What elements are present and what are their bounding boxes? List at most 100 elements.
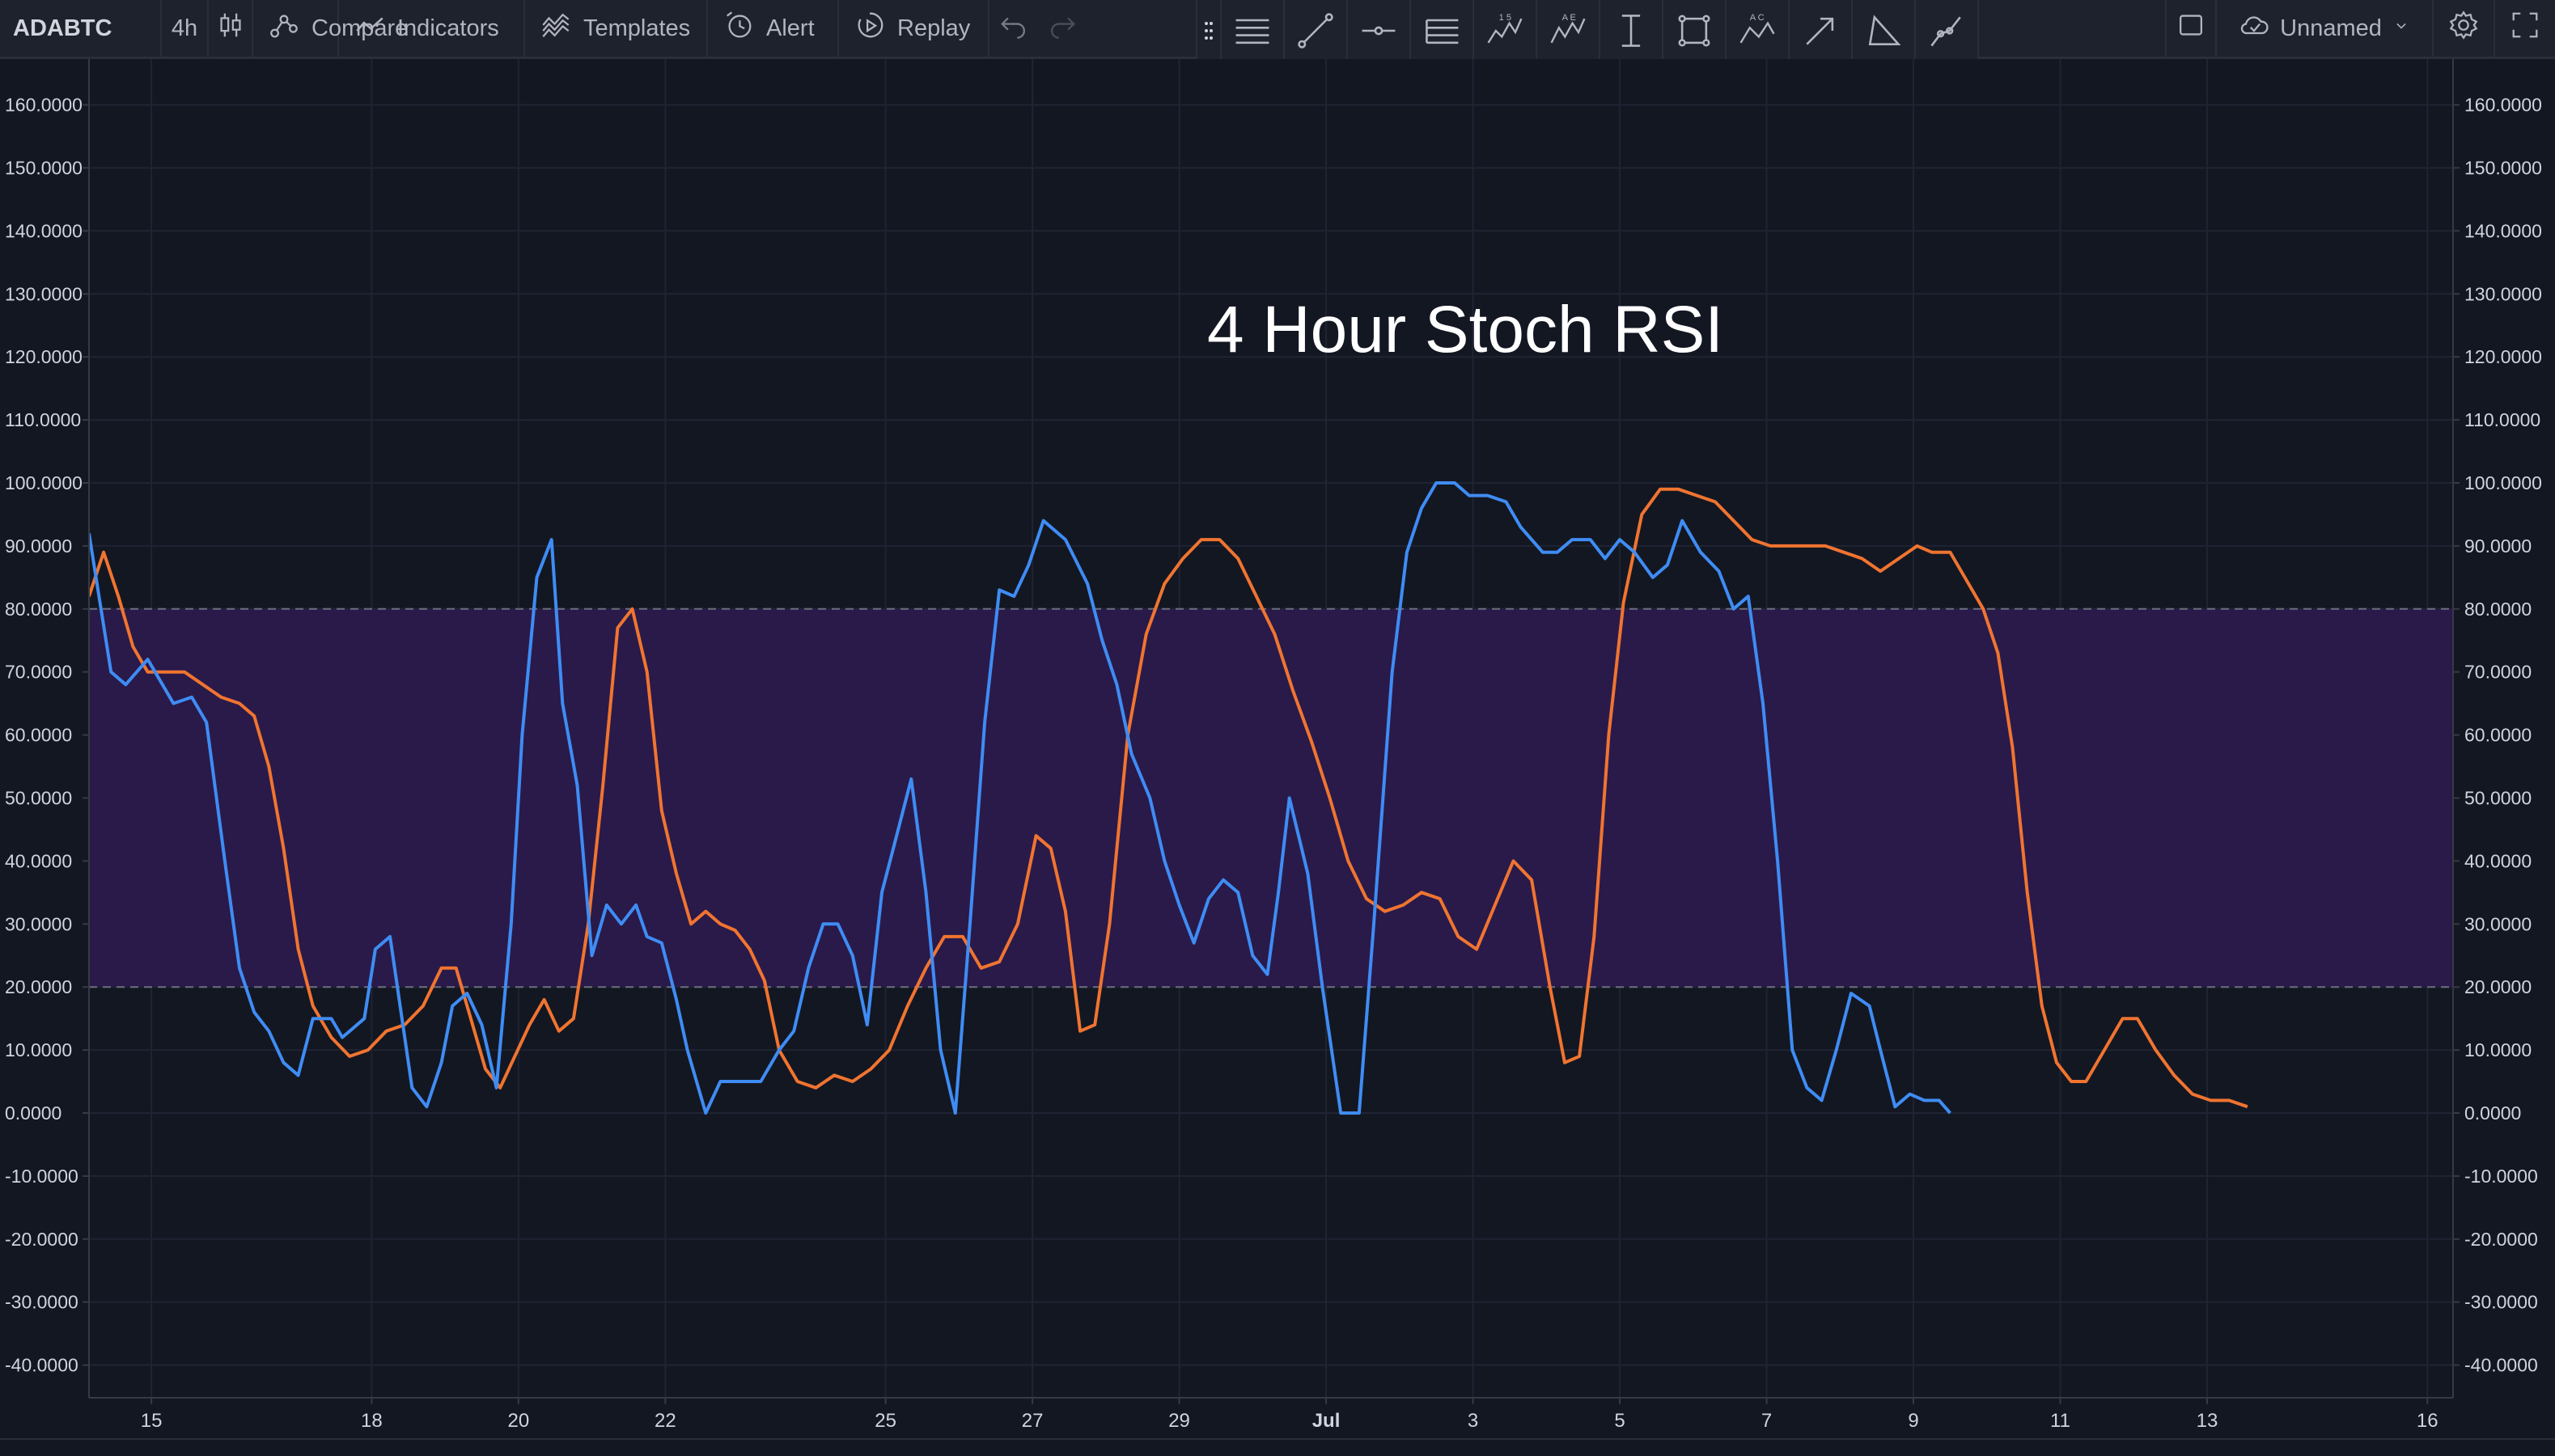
y-tick-label: 110.0000 [2464,409,2540,430]
y-tick-label: 80.0000 [5,599,72,620]
y-tick-label: 20.0000 [5,976,72,997]
templates-button[interactable]: Templates [525,0,708,57]
symbol-label: ADABTC [13,15,112,41]
stoch-rsi-chart[interactable]: 160.0000150.0000140.0000130.0000120.0000… [0,59,2555,1438]
horizontal-lines-tool-icon[interactable] [1220,0,1283,61]
y-tick-label: 100.0000 [5,472,83,493]
y-tick-label: -20.0000 [5,1229,78,1250]
y-tick-label: 50.0000 [5,788,72,809]
redo-button[interactable] [1038,0,1087,57]
indicators-label: Indicators [397,15,499,41]
svg-text:A E: A E [1562,13,1576,23]
abcde-pattern-tool-icon[interactable]: A E [1536,0,1599,61]
y-tick-label: 60.0000 [2464,725,2532,746]
candlestick-icon [214,9,247,48]
chart-annotation-text[interactable]: 4 Hour Stoch RSI [1207,293,1723,366]
y-tick-label: 130.0000 [5,283,83,304]
y-tick-label: 0.0000 [5,1103,61,1124]
fullscreen-button[interactable] [2494,0,2555,57]
y-tick-label: 40.0000 [5,850,72,871]
y-tick-label: 90.0000 [2464,535,2532,557]
layout-save-button[interactable]: Unnamed [2215,0,2432,57]
trend-line-tool-icon[interactable] [1283,0,1346,61]
replay-button[interactable]: Replay [839,0,989,57]
left-price-axis[interactable]: 160.0000 150.0000 140.0000 130.0000 120.0000… [5,95,89,1376]
time-axis[interactable]: 15 18 20 22 25 27 29 Jul 3 5 7 9 11 13 16 [141,1398,2438,1432]
y-tick-label: 40.0000 [2464,850,2532,871]
layout-toggle-button[interactable] [2165,0,2215,57]
y-tick-label: -40.0000 [2464,1355,2538,1376]
interval-selector[interactable]: 4h [162,0,209,57]
x-tick-label: 20 [508,1410,530,1432]
x-tick-label: 15 [141,1410,163,1432]
x-tick-label: Jul [1312,1410,1341,1432]
cloud-check-icon [2238,9,2270,48]
square-icon [2175,9,2207,48]
y-tick-label: 70.0000 [5,662,72,683]
svg-text:A C: A C [1750,13,1765,23]
path-tool-icon[interactable] [1914,0,1977,61]
arrow-tool-icon[interactable] [1788,0,1851,61]
compare-icon [268,9,300,48]
chart-type-button[interactable] [209,0,253,57]
gear-icon [2447,9,2480,48]
compare-button[interactable]: Compare [253,0,408,57]
y-tick-label: 90.0000 [5,535,72,557]
x-tick-label: 22 [655,1410,676,1432]
fullscreen-icon [2509,9,2541,48]
overbought-oversold-band [89,608,2453,988]
x-tick-label: 29 [1168,1410,1190,1432]
series-layer [89,481,2248,1115]
x-tick-label: 18 [361,1410,383,1432]
elliott-wave-tool-icon[interactable]: 1 5 [1472,0,1536,61]
y-tick-label: 50.0000 [2464,788,2532,809]
settings-button[interactable] [2432,0,2494,57]
symbol-search[interactable]: ADABTC [0,0,162,57]
undo-button[interactable] [989,0,1038,57]
y-tick-label: 120.0000 [5,346,83,367]
templates-icon [540,9,572,48]
y-tick-label: 150.0000 [5,158,83,179]
y-tick-label: 30.0000 [5,913,72,934]
header-right-tools: Unnamed [2165,0,2555,57]
x-tick-label: 27 [1022,1410,1044,1432]
y-tick-label: 160.0000 [2464,95,2542,116]
indicators-button[interactable]: Indicators [339,0,525,57]
x-tick-label: 5 [1614,1410,1625,1432]
layout-name-label: Unnamed [2280,15,2382,41]
undo-icon [998,9,1030,48]
y-tick-label: 60.0000 [5,725,72,746]
y-tick-label: 70.0000 [2464,662,2532,683]
price-range-tool-icon[interactable] [1599,0,1662,61]
svg-text:1 5: 1 5 [1499,13,1511,23]
rectangle-tool-icon[interactable] [1662,0,1725,61]
y-tick-label: 120.0000 [2464,346,2542,367]
y-tick-label: 130.0000 [2464,283,2542,304]
x-tick-label: 7 [1761,1410,1772,1432]
alert-label: Alert [766,15,815,41]
y-tick-label: 80.0000 [2464,599,2532,620]
drag-handle-icon[interactable] [1197,20,1220,41]
alert-button[interactable]: Alert [708,0,839,57]
y-tick-label: -10.0000 [5,1166,78,1187]
x-tick-label: 13 [2197,1410,2218,1432]
y-tick-label: -20.0000 [2464,1229,2538,1250]
pitchfork-tool-icon[interactable] [1409,0,1472,61]
y-tick-label: -30.0000 [5,1292,78,1313]
y-tick-label: 140.0000 [2464,220,2542,241]
y-tick-label: 20.0000 [2464,976,2532,997]
y-tick-label: 10.0000 [2464,1039,2532,1060]
y-tick-label: 140.0000 [5,220,83,241]
stoch-k-line [89,481,1951,1115]
bottom-toolbar [0,1438,2555,1456]
triangle-tool-icon[interactable] [1851,0,1914,61]
horizontal-ray-tool-icon[interactable] [1346,0,1409,61]
right-price-axis[interactable]: 160.0000 150.0000 140.0000 130.0000 120.0000… [2453,95,2542,1376]
y-tick-label: -40.0000 [5,1355,78,1376]
x-tick-label: 9 [1908,1410,1918,1432]
y-tick-label: 0.0000 [2464,1103,2521,1124]
y-tick-label: 100.0000 [2464,472,2542,493]
abc-pattern-tool-icon[interactable]: A C [1725,0,1788,61]
indicators-icon [354,9,386,48]
alarm-clock-icon [722,9,755,48]
